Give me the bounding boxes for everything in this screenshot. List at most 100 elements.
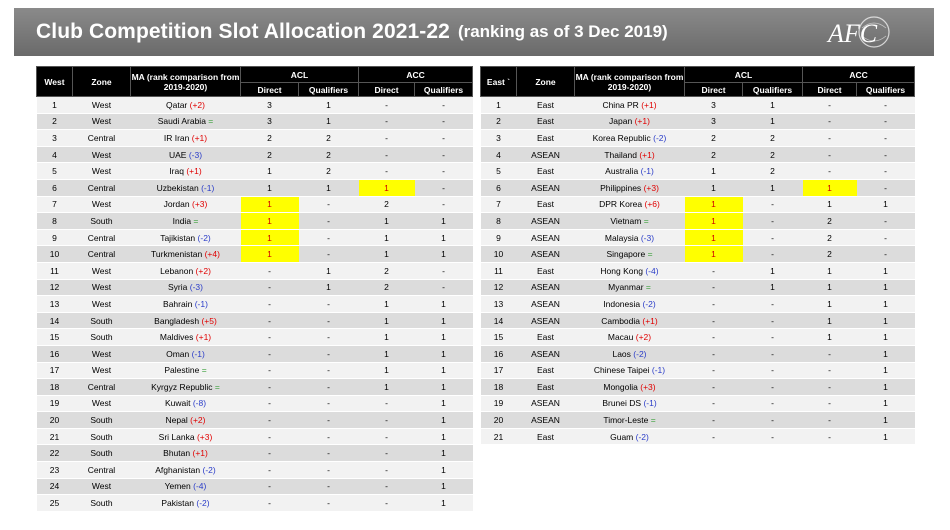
zone-cell: West <box>72 395 131 413</box>
acc-qualifiers-cell: - <box>414 96 473 114</box>
ma-cell: Yemen (-4) <box>130 478 241 496</box>
acc-direct-cell: - <box>802 345 857 363</box>
acc-qualifiers-cell: - <box>414 162 473 180</box>
rank-cell: 2 <box>480 113 517 131</box>
ma-name: Kyrgyz Republic <box>151 381 213 392</box>
acl-direct-cell: - <box>684 378 743 396</box>
acc-direct-cell: 1 <box>358 312 415 330</box>
ma-cell: Myanmar = <box>574 279 685 297</box>
page-title: Club Competition Slot Allocation 2021-22 <box>36 20 450 43</box>
rank-change: = <box>645 282 651 293</box>
table-row: 17 East Chinese Taipei (-1) - - -1 <box>480 362 915 380</box>
rank-change: (+4) <box>204 249 220 260</box>
acc-direct-cell: - <box>358 411 415 429</box>
acl-direct-cell: - <box>684 312 743 330</box>
rank-cell: 23 <box>36 461 73 479</box>
ma-name: Bahrain <box>163 298 193 309</box>
acc-qualifiers-cell: 1 <box>856 411 915 429</box>
acl-direct-cell: 1 <box>240 245 299 263</box>
acc-qualifiers-cell: - <box>414 279 473 297</box>
acl-qualifiers-cell: - <box>298 428 359 446</box>
ma-cell: Brunei DS (-1) <box>574 395 685 413</box>
acl-qualifiers-cell: - <box>742 245 803 263</box>
ma-cell: Laos (-2) <box>574 345 685 363</box>
zone-cell: East <box>516 328 575 346</box>
ma-cell: Bangladesh (+5) <box>130 312 241 330</box>
rank-change: (-2) <box>633 348 647 359</box>
rank-cell: 19 <box>36 395 73 413</box>
ma-name: Indonesia <box>603 298 641 309</box>
table-row: 15 South Maldives (+1) - -1 1 <box>36 328 473 346</box>
zone-cell: ASEAN <box>516 279 575 297</box>
acl-direct-cell: 1 <box>240 229 299 247</box>
rank-cell: 21 <box>36 428 73 446</box>
acc-direct-cell: - <box>358 96 415 114</box>
ma-cell: Afghanistan (-2) <box>130 461 241 479</box>
table-row: 20 South Nepal (+2) - - -1 <box>36 411 473 429</box>
table-row: 6 ASEAN Philippines (+3) 1 1 1- <box>480 179 915 197</box>
acl-qualifiers-cell: - <box>298 229 359 247</box>
ma-cell: Saudi Arabia = <box>130 113 241 131</box>
zone-cell: East <box>516 262 575 280</box>
acc-qualifiers-cell: 1 <box>856 362 915 380</box>
ma-cell: Turkmenistan (+4) <box>130 245 241 263</box>
acc-qualifiers-cell: 1 <box>414 229 473 247</box>
ma-name: Cambodia <box>601 315 640 326</box>
acl-qualifiers-cell: 2 <box>298 162 359 180</box>
acl-direct-cell: 3 <box>684 113 743 131</box>
title-bar: Club Competition Slot Allocation 2021-22… <box>14 8 934 56</box>
acc-direct-cell: - <box>358 113 415 131</box>
acc-direct-cell: - <box>802 395 857 413</box>
acl-qualifiers-cell: - <box>742 345 803 363</box>
west-table-body: 1 West Qatar (+2) 3 1- -2 West Saudi Arabia = 3 1… <box>36 96 473 512</box>
ma-name: Korea Republic <box>592 132 651 143</box>
zone-cell: Central <box>72 461 131 479</box>
acc-direct-cell: - <box>358 428 415 446</box>
col-acl-header: ACL <box>239 66 360 83</box>
rank-change: (-2) <box>197 232 211 243</box>
ma-name: Chinese Taipei <box>593 365 650 376</box>
rank-cell: 20 <box>480 411 517 429</box>
rank-change: (+1) <box>642 315 658 326</box>
acl-qualifiers-cell: - <box>298 196 359 214</box>
table-row: 4 ASEAN Thailand (+1) 2 2- - <box>480 146 915 164</box>
ma-name: Tajikistan <box>160 232 196 243</box>
rank-cell: 12 <box>480 279 517 297</box>
rank-change: (-2) <box>196 498 210 509</box>
table-row: 10 ASEAN Singapore = 1-2- <box>480 245 915 263</box>
acc-direct-cell: - <box>802 428 857 446</box>
table-row: 14 South Bangladesh (+5) - -1 1 <box>36 312 473 330</box>
rank-change: (+3) <box>643 182 659 193</box>
acl-qualifiers-cell: 1 <box>298 262 359 280</box>
acc-qualifiers-cell: 1 <box>856 395 915 413</box>
logo-text: AFC <box>826 19 878 48</box>
rank-cell: 1 <box>480 96 517 114</box>
zone-cell: East <box>516 113 575 131</box>
acl-qualifiers-cell: - <box>298 461 359 479</box>
ma-name: Oman <box>166 348 190 359</box>
acc-direct-cell: - <box>358 395 415 413</box>
table-row: 13 ASEAN Indonesia (-2) - -1 1 <box>480 295 915 313</box>
col-ma-header: MA (rank comparison from 2019-2020) <box>574 66 685 97</box>
acl-qualifiers-cell: - <box>298 411 359 429</box>
zone-cell: South <box>72 494 131 512</box>
acc-qualifiers-cell: - <box>856 146 915 164</box>
ma-cell: Uzbekistan (-1) <box>130 179 241 197</box>
acl-direct-cell: 1 <box>684 212 743 230</box>
rank-change: = <box>214 381 220 392</box>
ma-cell: Nepal (+2) <box>130 411 241 429</box>
col-zone-header: Zone <box>72 66 131 97</box>
acc-qualifiers-cell: 1 <box>856 428 915 446</box>
rank-cell: 12 <box>36 279 73 297</box>
rank-cell: 14 <box>480 312 517 330</box>
rank-cell: 10 <box>36 245 73 263</box>
rank-cell: 3 <box>36 129 73 147</box>
acc-direct-cell: - <box>358 146 415 164</box>
acl-qualifiers-cell: - <box>742 395 803 413</box>
acc-qualifiers-cell: 1 <box>414 312 473 330</box>
table-row: 16 ASEAN Laos (-2) - - -1 <box>480 345 915 363</box>
col-acl-direct-header: Direct <box>684 82 743 97</box>
acl-qualifiers-cell: - <box>742 328 803 346</box>
acl-qualifiers-cell: - <box>742 428 803 446</box>
acc-qualifiers-cell: 1 <box>414 411 473 429</box>
